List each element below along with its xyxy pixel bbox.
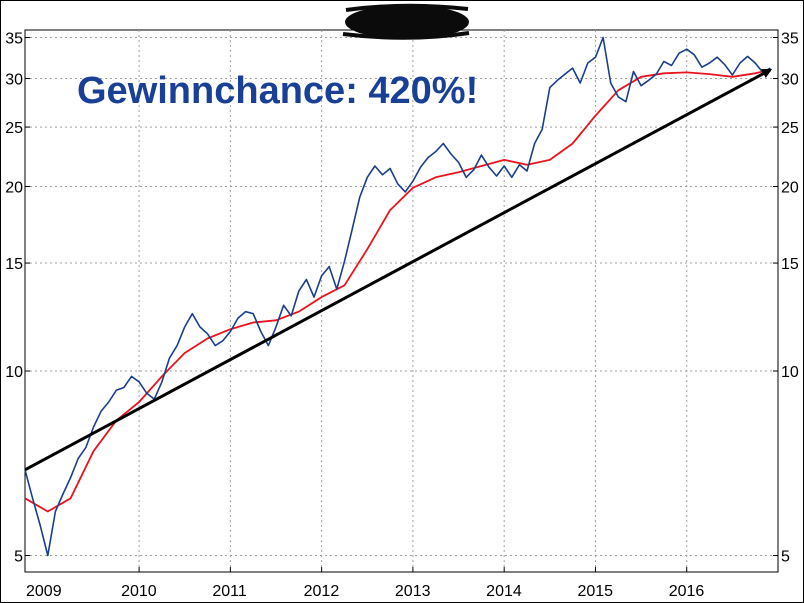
trend-arrow	[24, 68, 773, 472]
y-tick-label-right: 30	[781, 72, 799, 89]
series-layer	[24, 36, 773, 557]
redaction-mark	[342, 3, 470, 40]
x-tick-label: 2016	[669, 583, 705, 600]
x-tick-label: 2011	[212, 583, 247, 600]
y-tick-label-left: 5	[14, 549, 23, 566]
y-tick-label-left: 25	[5, 120, 23, 137]
y-tick-label-left: 10	[5, 364, 23, 381]
y-tick-label-left: 20	[5, 179, 23, 196]
y-tick-label-right: 25	[781, 120, 799, 137]
y-tick-label-right: 20	[781, 179, 799, 196]
y-tick-label-right: 15	[781, 256, 799, 273]
x-tick-label: 2009	[26, 583, 62, 600]
moving-average-line	[24, 68, 771, 513]
x-tick-label: 2015	[577, 583, 613, 600]
x-tick-label: 2014	[486, 583, 522, 600]
y-tick-label-right: 35	[781, 30, 799, 47]
price-series-line	[24, 36, 771, 557]
y-tick-label-left: 15	[5, 256, 23, 273]
y-tick-label-right: 10	[781, 364, 799, 381]
headline-annotation: Gewinnchance: 420%!	[77, 70, 478, 112]
tick-layer: 5 5 10 10 15 15 20 20 25 25 30 30 35 35 2009 2010 2011 20…	[5, 30, 799, 600]
y-tick-label-right: 5	[781, 549, 790, 566]
x-tick-label: 2013	[395, 583, 431, 600]
x-tick-label: 2012	[304, 583, 340, 600]
y-tick-label-left: 30	[5, 72, 23, 89]
y-tick-label-left: 35	[5, 30, 23, 47]
x-tick-label: 2010	[121, 583, 157, 600]
